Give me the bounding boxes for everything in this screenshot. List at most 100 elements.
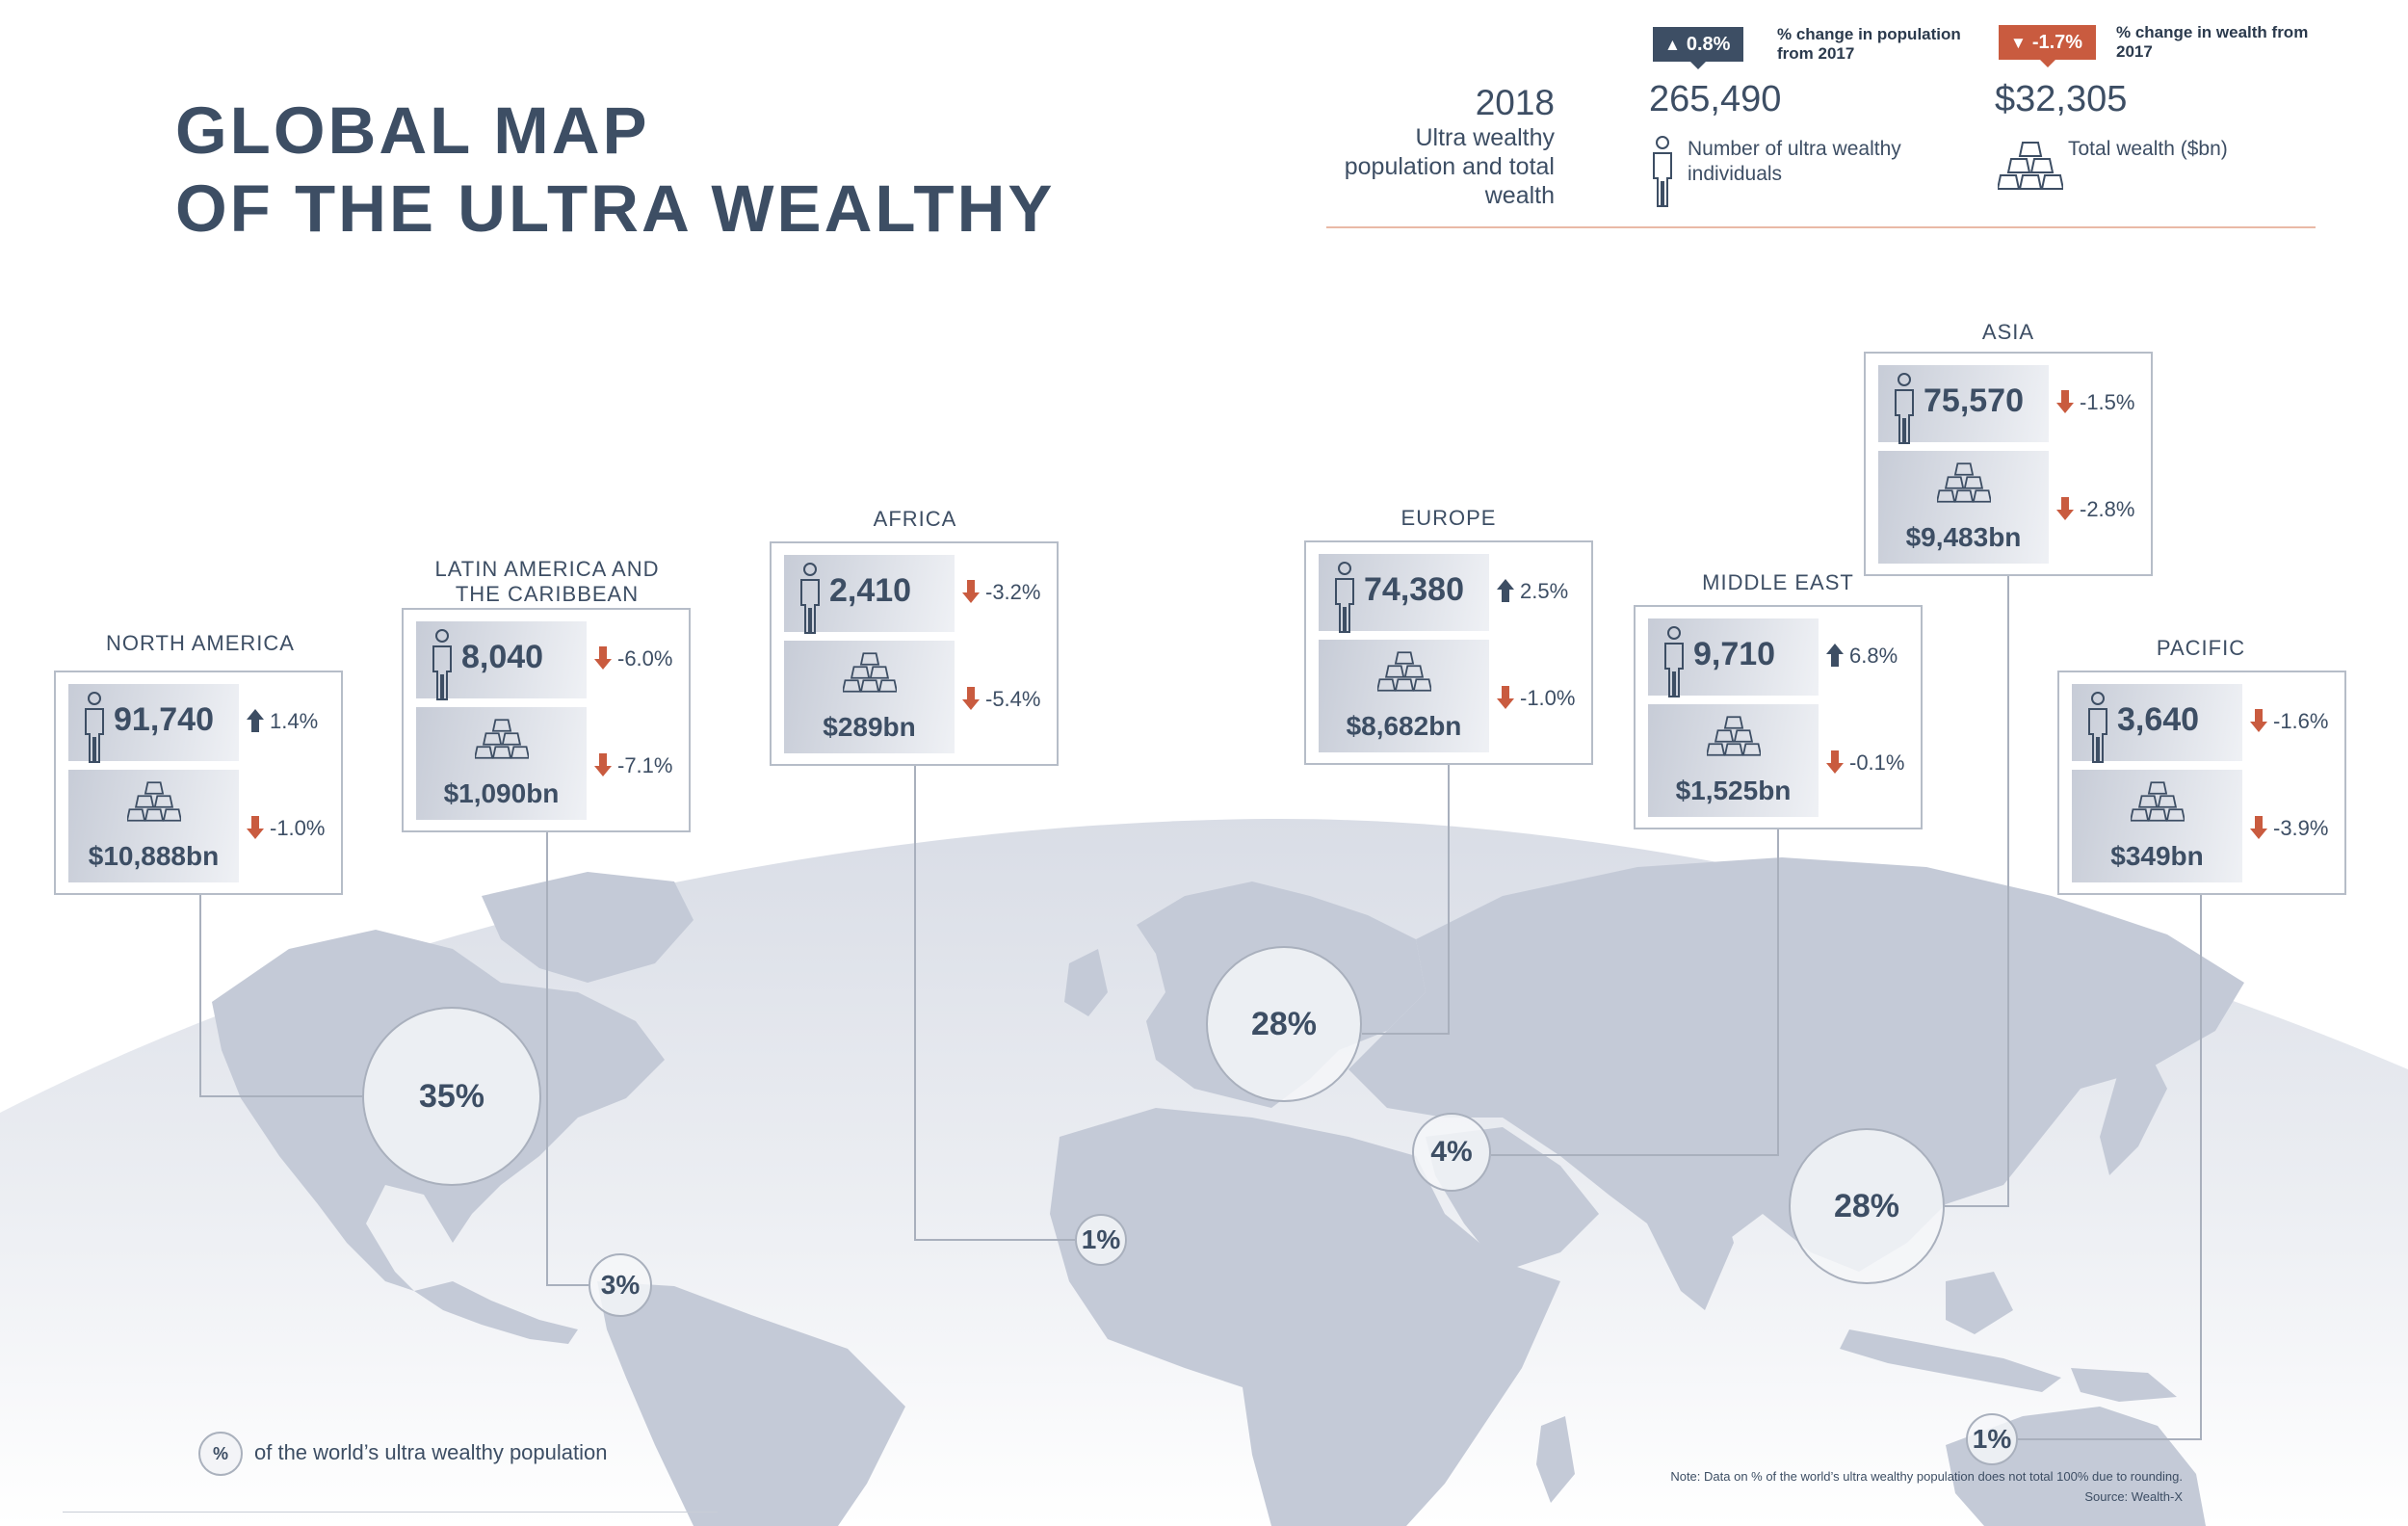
wealth-tile: $8,682bn xyxy=(1319,640,1489,752)
share-bubble-pacific: 1% xyxy=(1966,1413,2018,1465)
uk-shape xyxy=(1064,949,1108,1016)
gold-bars-icon xyxy=(1705,714,1763,763)
total-wealth-label: Total wealth ($bn) xyxy=(2068,138,2228,160)
legend-text: of the world’s ultra wealthy population xyxy=(254,1440,608,1464)
population-tile: 74,380 xyxy=(1319,554,1489,633)
arrow-up-icon xyxy=(1826,644,1844,672)
region-card-africa: 2,410 -3.2% $289bn -5.4% xyxy=(770,541,1059,766)
wealth-change-caption: % change in wealth from 2017 xyxy=(2116,23,2309,61)
population-value: 3,640 xyxy=(2117,701,2200,738)
wealth-change: -7.1% xyxy=(594,753,672,782)
person-icon xyxy=(82,692,107,770)
gold-bars-icon xyxy=(1375,649,1433,698)
arrow-down-icon xyxy=(1497,686,1514,715)
arrow-down-icon xyxy=(2250,816,2267,845)
population-value: 91,740 xyxy=(114,701,214,738)
summary-year: 2018 xyxy=(1475,83,1555,122)
wealth-tile: $349bn xyxy=(2072,770,2242,882)
share-bubble-middle-east: 4% xyxy=(1412,1113,1491,1192)
arrow-up-icon: ▲ xyxy=(1664,36,1681,54)
population-change-value: -3.2% xyxy=(985,580,1041,604)
wealth-tile: $10,888bn xyxy=(68,770,239,882)
population-value: 74,380 xyxy=(1364,571,1464,608)
south-america-shape xyxy=(597,1281,905,1526)
madagascar-shape xyxy=(1536,1416,1575,1503)
connector-africa xyxy=(914,766,1075,1241)
population-tile: 9,710 xyxy=(1648,618,1819,697)
share-bubble-latin-america: 3% xyxy=(589,1253,652,1317)
person-icon xyxy=(1892,373,1917,451)
wealth-value: $1,525bn xyxy=(1675,776,1792,805)
population-tile: 2,410 xyxy=(784,555,955,634)
arrow-down-icon xyxy=(2250,709,2267,738)
wealth-change-value: -1.0% xyxy=(1520,686,1576,710)
wealth-change-value: -1.7% xyxy=(2031,32,2083,53)
total-population-label: Number of ultra wealthy individuals xyxy=(1688,138,1901,185)
africa-shape xyxy=(1050,1108,1560,1526)
population-change-caption: % change in population from 2017 xyxy=(1777,25,1961,63)
wealth-tile: $1,090bn xyxy=(416,707,587,820)
wealth-value: $349bn xyxy=(2110,841,2204,871)
population-change: -6.0% xyxy=(594,646,672,675)
indonesia-shape xyxy=(1840,1329,2061,1392)
region-card-europe: 74,380 2.5% $8,682bn -1.0% xyxy=(1304,540,1593,765)
wealth-value: $289bn xyxy=(823,712,916,742)
region-card-pacific: 3,640 -1.6% $349bn -3.9% xyxy=(2057,671,2346,895)
arrow-down-icon: ▼ xyxy=(2010,34,2027,52)
region-name-north-america: NORTH AMERICA xyxy=(106,631,295,655)
population-change: -3.2% xyxy=(962,580,1040,609)
population-value: 2,410 xyxy=(829,572,912,609)
person-icon xyxy=(798,563,823,641)
person-icon xyxy=(2085,692,2110,770)
borneo-shape xyxy=(1946,1272,2013,1334)
wealth-change-badge: ▼ -1.7% xyxy=(1999,25,2097,67)
wealth-value: $1,090bn xyxy=(443,778,560,808)
region-name-europe: EUROPE xyxy=(1400,506,1497,530)
arrow-down-icon xyxy=(962,687,980,716)
wealth-tile: $9,483bn xyxy=(1878,451,2049,564)
title-line-2: OF THE ULTRA WEALTHY xyxy=(175,171,1056,246)
region-card-middle-east: 9,710 6.8% $1,525bn -0.1% xyxy=(1634,605,1923,829)
wealth-change: -0.1% xyxy=(1826,750,1904,779)
connector-latin-america xyxy=(546,832,589,1286)
person-icon xyxy=(1653,136,1672,207)
region-name-africa: AFRICA xyxy=(873,507,957,531)
new-guinea-shape xyxy=(2071,1368,2177,1402)
population-change-value: -1.6% xyxy=(2273,709,2329,733)
wealth-tile: $1,525bn xyxy=(1648,704,1819,817)
region-card-latin-america: 8,040 -6.0% $1,090bn -7.1% xyxy=(402,608,691,832)
population-change: 1.4% xyxy=(247,709,318,738)
region-name-asia: ASIA xyxy=(1981,320,2035,344)
arrow-down-icon xyxy=(247,816,264,845)
population-tile: 75,570 xyxy=(1878,365,2049,444)
greenland-shape xyxy=(482,872,694,983)
region-card-asia: 75,570 -1.5% $9,483bn -2.8% xyxy=(1864,352,2153,576)
arrow-down-icon xyxy=(594,753,612,782)
japan-shape xyxy=(2100,1050,2167,1175)
person-icon xyxy=(430,629,455,707)
population-change: -1.6% xyxy=(2250,709,2328,738)
region-name-pacific: PACIFIC xyxy=(2156,636,2246,660)
connector-middle-east xyxy=(1491,829,1779,1156)
person-icon xyxy=(1332,562,1357,640)
population-tile: 8,040 xyxy=(416,621,587,700)
central-america-shape xyxy=(414,1281,578,1344)
wealth-value: $10,888bn xyxy=(88,841,220,871)
gold-bars-icon xyxy=(125,779,183,829)
gold-bars-icon xyxy=(1998,142,2063,190)
gold-bars-icon xyxy=(1935,460,1993,510)
population-change-value: -1.5% xyxy=(2080,390,2135,414)
share-bubble-europe: 28% xyxy=(1206,946,1362,1102)
connector-pacific xyxy=(2018,895,2202,1440)
wealth-change: -1.0% xyxy=(1497,686,1575,715)
wealth-change: -2.8% xyxy=(2056,497,2134,526)
wealth-change: -3.9% xyxy=(2250,816,2328,845)
population-change-value: 0.8% xyxy=(1686,34,1731,55)
population-change: -1.5% xyxy=(2056,390,2134,419)
wealth-change: -1.0% xyxy=(247,816,325,845)
arrow-down-icon xyxy=(2056,497,2074,526)
wealth-value: $9,483bn xyxy=(1905,522,2022,552)
share-bubble-asia: 28% xyxy=(1789,1128,1945,1284)
wealth-change: -5.4% xyxy=(962,687,1040,716)
